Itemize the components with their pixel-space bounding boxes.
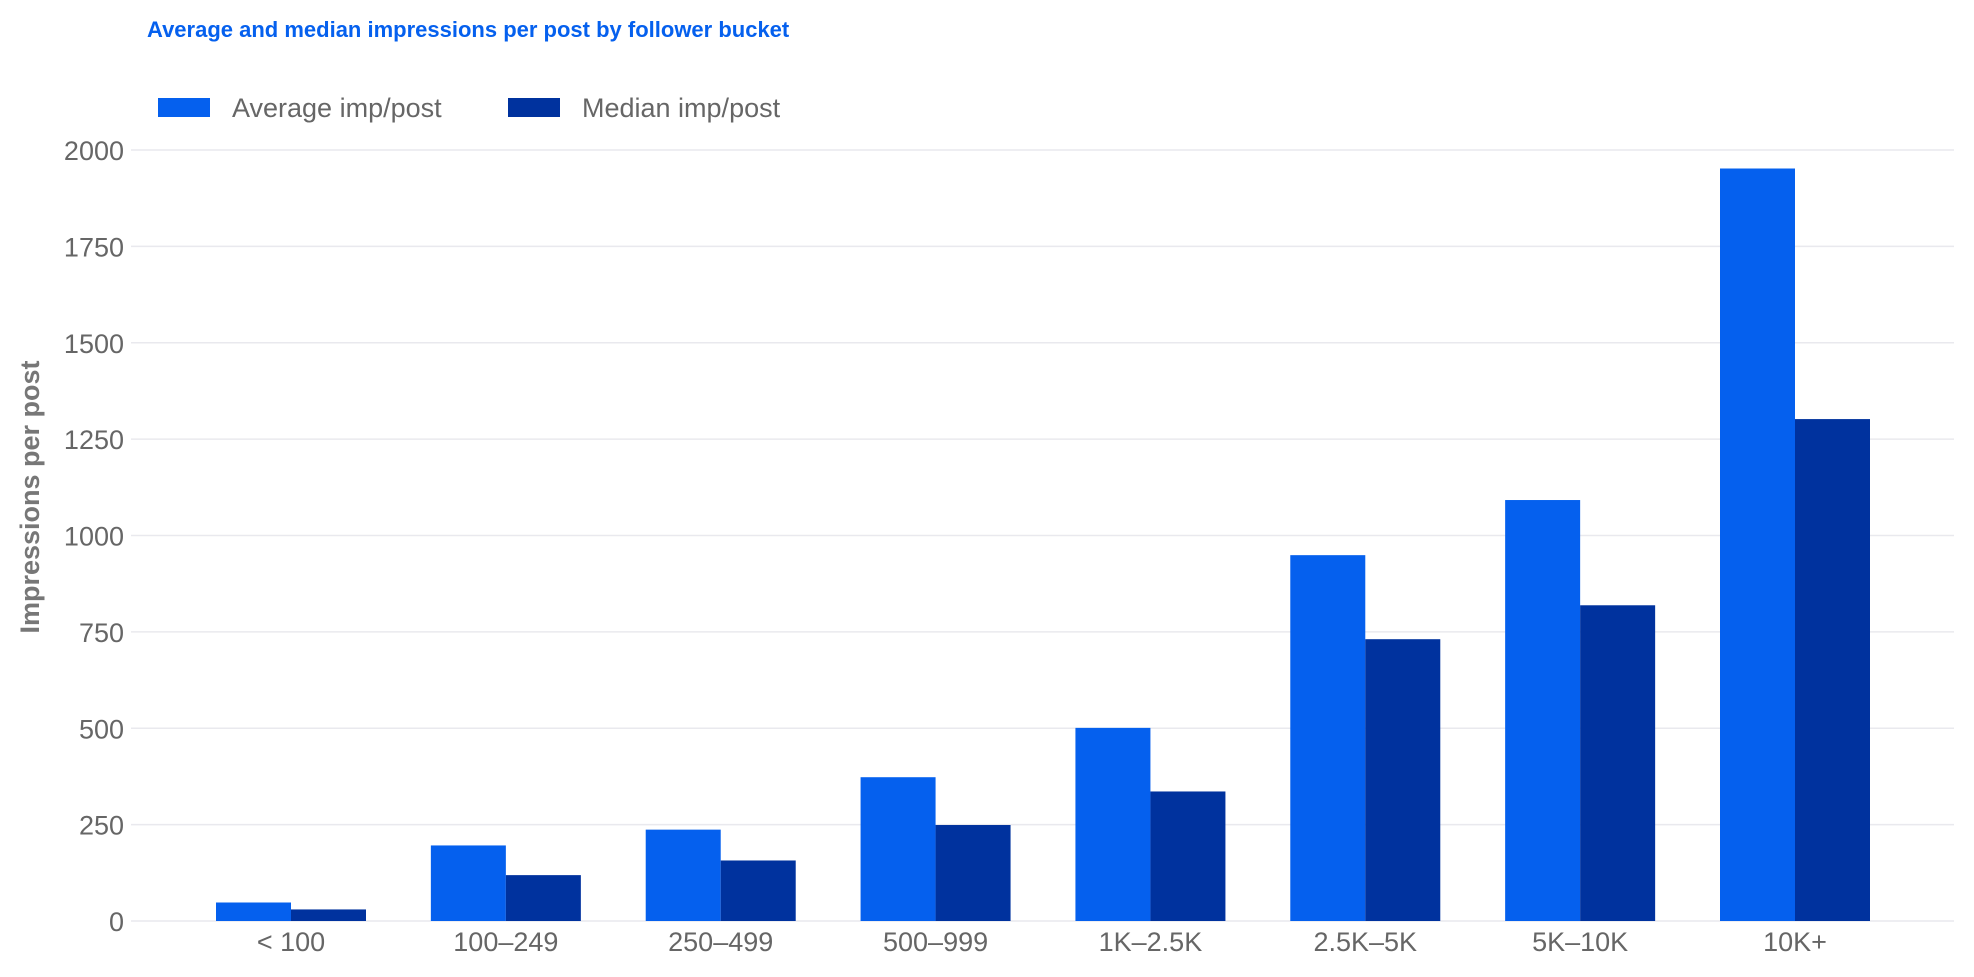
x-tick-label: 500–999	[883, 927, 988, 957]
bars	[216, 168, 1870, 921]
y-axis-label: Impressions per post	[15, 360, 45, 633]
bar-average	[860, 777, 936, 921]
x-tick-label: < 100	[257, 927, 325, 957]
y-tick-label: 2000	[64, 136, 124, 166]
bar-average	[1505, 500, 1581, 921]
bar-average	[430, 845, 506, 921]
chart-title: Average and median impressions per post …	[147, 17, 790, 42]
bar-average	[645, 829, 721, 921]
y-tick-label: 1000	[64, 522, 124, 552]
bar-median	[505, 875, 581, 921]
bar-median	[1795, 419, 1870, 921]
legend-swatch	[158, 98, 210, 117]
x-tick-label: 5K–10K	[1532, 927, 1628, 957]
bar-median	[935, 825, 1011, 921]
bar-median	[720, 860, 796, 921]
x-tick-label: 250–499	[668, 927, 773, 957]
legend: Average imp/post Median imp/post	[158, 93, 781, 123]
y-tick-label: 0	[109, 907, 124, 937]
x-tick-label: 2.5K–5K	[1313, 927, 1417, 957]
bar-average	[1075, 727, 1151, 921]
bar-median	[1580, 605, 1656, 921]
x-tick-label: 10K+	[1763, 927, 1827, 957]
y-tick-label: 1250	[64, 425, 124, 455]
x-tick-label: 100–249	[453, 927, 558, 957]
bar-median	[1150, 791, 1226, 921]
x-axis: < 100 100–249 250–499 500–999 1K–2.5K 2.5K–5K…	[257, 927, 1827, 957]
x-tick-label: 1K–2.5K	[1099, 927, 1203, 957]
y-tick-label: 1500	[64, 329, 124, 359]
bar-average	[216, 902, 291, 921]
y-tick-label: 250	[79, 811, 124, 841]
bar-median	[1365, 639, 1441, 921]
y-tick-label: 1750	[64, 232, 124, 262]
y-tick-label: 500	[79, 714, 124, 744]
bar-average	[1720, 168, 1795, 921]
legend-label: Average imp/post	[232, 93, 442, 123]
legend-label: Median imp/post	[582, 93, 781, 123]
y-axis: 0 250 500 750 1000 1250 1500 1750 2000	[64, 136, 124, 937]
bar-average	[1290, 555, 1366, 921]
bar-median	[291, 909, 366, 921]
y-tick-label: 750	[79, 618, 124, 648]
gridlines	[131, 149, 1954, 922]
legend-swatch	[508, 98, 560, 117]
